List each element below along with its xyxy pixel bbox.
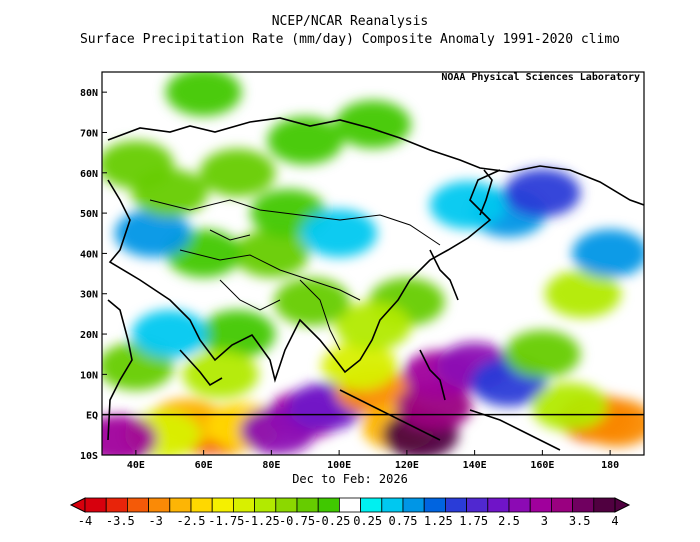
- lon-tick-label: 180: [601, 460, 619, 471]
- lon-tick-label: 60E: [195, 460, 213, 471]
- anomaly-region: [274, 277, 351, 326]
- anomaly-region: [531, 382, 608, 431]
- anomaly-region: [199, 310, 276, 359]
- colorbar-swatch: [572, 497, 595, 513]
- colorbar-label: 0.25: [353, 514, 382, 528]
- lat-tick-label: 50N: [80, 209, 98, 220]
- anomaly-region: [504, 330, 581, 379]
- colorbar-swatch: [508, 497, 531, 513]
- anomaly-region: [504, 168, 581, 217]
- colorbar-swatch: [190, 497, 213, 513]
- anomaly-region: [572, 229, 644, 278]
- colorbar-swatch: [444, 497, 467, 513]
- colorbar-swatch: [317, 497, 340, 513]
- colorbar-swatch: [84, 497, 107, 513]
- lat-tick-label: 10N: [80, 370, 98, 381]
- colorbar-max-arrow: [614, 497, 631, 513]
- lat-tick-label: 20N: [80, 330, 98, 341]
- colorbar-swatch: [296, 497, 319, 513]
- colorbar-swatch: [254, 497, 277, 513]
- credit-label: NOAA Physical Sciences Laboratory: [441, 72, 640, 83]
- colorbar-label: 3.5: [569, 514, 591, 528]
- lat-tick-label: 30N: [80, 290, 98, 301]
- lat-tick-label: EQ: [86, 411, 98, 422]
- colorbar-swatch: [360, 497, 383, 513]
- lat-tick-label: 80N: [80, 88, 98, 99]
- lon-tick-label: 160E: [530, 460, 554, 471]
- colorbar-label: 4: [611, 514, 618, 528]
- lon-tick-label: 80E: [262, 460, 280, 471]
- colorbar-label: -3.5: [106, 514, 135, 528]
- anomaly-region: [114, 209, 191, 258]
- anomaly-region: [102, 140, 174, 189]
- colorbar-label: 3: [541, 514, 548, 528]
- lat-tick-label: 60N: [80, 169, 98, 180]
- axis-ticks: 80N 70N 60N 50N 40N 30N 20N 10N EQ 10S 60E 80E 100E 1…: [80, 88, 619, 471]
- colorbar-label: 1.75: [459, 514, 488, 528]
- anomaly-region: [102, 414, 157, 455]
- chart-title: NCEP/NCAR Reanalysis: [271, 14, 429, 29]
- anomaly-region: [545, 269, 622, 318]
- colorbar-swatch: [275, 497, 298, 513]
- colorbar-swatch: [529, 497, 552, 513]
- anomaly-region: [335, 301, 411, 350]
- colorbar: -4 -3.5 -3 -2.5 -1.75 -1.25 -0.75 -0.25 0.25 0.75…: [69, 497, 631, 528]
- colorbar-swatch: [127, 497, 150, 513]
- colorbar-swatch: [105, 497, 128, 513]
- colorbar-swatch: [338, 497, 361, 513]
- map-frame: [101, 71, 645, 456]
- colorbar-swatch: [381, 497, 404, 513]
- colorbar-swatch: [211, 497, 234, 513]
- colorbar-swatch: [148, 497, 171, 513]
- lon-tick-label: 120E: [395, 460, 419, 471]
- colorbar-swatch: [487, 497, 510, 513]
- anomaly-region: [233, 229, 310, 278]
- colorbar-label: -4: [78, 514, 92, 528]
- colorbar-swatch: [593, 497, 616, 513]
- colorbar-label: -0.75: [279, 514, 315, 528]
- colorbar-swatch: [466, 497, 489, 513]
- colorbar-label: -1.75: [208, 514, 244, 528]
- colorbar-label: -1.25: [244, 514, 280, 528]
- country-borders: [149, 199, 441, 351]
- colorbar-swatch: [232, 497, 255, 513]
- lat-tick-label: 10S: [80, 451, 98, 462]
- anomaly-region: [131, 310, 208, 359]
- anomaly-region: [335, 100, 411, 149]
- lat-tick-label: 70N: [80, 128, 98, 139]
- chart-subtitle: Surface Precipitation Rate (mm/day) Comp…: [79, 32, 621, 47]
- colorbar-label: -3: [148, 514, 162, 528]
- anomaly-region: [301, 209, 378, 258]
- colorbar-swatch: [169, 497, 192, 513]
- colorbar-label: -0.25: [314, 514, 350, 528]
- anomaly-region: [429, 181, 506, 230]
- colorbar-label: 0.75: [389, 514, 418, 528]
- period-label: Dec to Feb: 2026: [292, 472, 408, 486]
- lon-tick-label: 100E: [327, 460, 351, 471]
- lon-tick-label: 140E: [463, 460, 487, 471]
- lon-tick-label: 40E: [127, 460, 145, 471]
- anomaly-field: [102, 72, 644, 455]
- colorbar-swatch: [423, 497, 446, 513]
- colorbar-label: 2.5: [498, 514, 520, 528]
- anomaly-region: [267, 116, 344, 165]
- colorbar-label: -2.5: [177, 514, 206, 528]
- anomaly-region: [321, 342, 398, 391]
- colorbar-label: 1.25: [424, 514, 453, 528]
- colorbar-swatch: [551, 497, 574, 513]
- anomaly-region: [182, 350, 259, 399]
- anomaly-region: [199, 148, 276, 197]
- anomaly-region: [165, 72, 242, 117]
- colorbar-min-arrow: [69, 497, 86, 513]
- colorbar-swatch: [402, 497, 425, 513]
- lat-tick-label: 40N: [80, 249, 98, 260]
